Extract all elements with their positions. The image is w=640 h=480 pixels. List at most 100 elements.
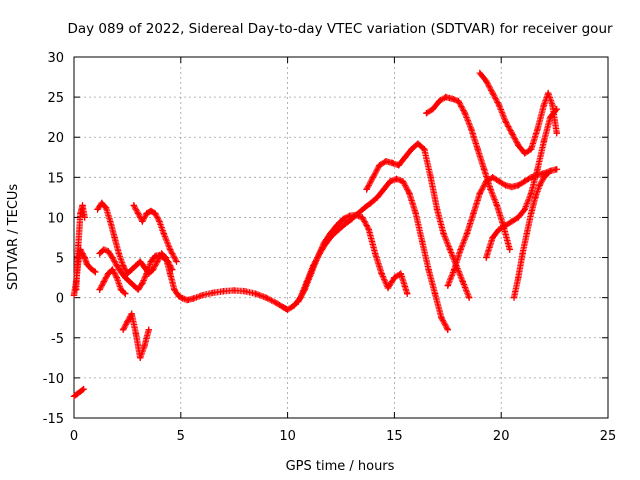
- data-point: [448, 95, 456, 102]
- data-point: [141, 342, 148, 349]
- data-point: [406, 190, 413, 197]
- data-point: [495, 101, 503, 109]
- data-point: [151, 210, 159, 217]
- data-point: [117, 268, 125, 276]
- data-point: [173, 258, 180, 265]
- data-point: [102, 204, 110, 212]
- data-point: [115, 250, 123, 257]
- data-point: [495, 178, 503, 185]
- data-point: [421, 146, 428, 153]
- data-point: [134, 286, 142, 293]
- data-point: [425, 266, 432, 273]
- data-point: [534, 126, 541, 133]
- chart-title: Day 089 of 2022, Sidereal Day-to-day VTE…: [67, 21, 613, 37]
- data-point: [457, 246, 464, 253]
- data-point: [284, 306, 291, 313]
- data-point: [124, 318, 131, 325]
- data-point: [544, 170, 552, 177]
- data-point: [307, 270, 315, 277]
- series-arc-h: [130, 202, 180, 265]
- data-point: [418, 238, 426, 245]
- data-point: [113, 274, 120, 281]
- data-point: [104, 247, 112, 255]
- data-point: [70, 292, 78, 299]
- data-point: [80, 385, 87, 393]
- data-point: [414, 140, 422, 147]
- y-tick-label: -10: [43, 372, 64, 387]
- y-tick-label: 10: [47, 211, 64, 226]
- data-point: [527, 146, 535, 153]
- data-point: [433, 206, 441, 213]
- series-arc-a: [70, 385, 87, 400]
- data-point: [169, 266, 176, 273]
- data-point: [399, 178, 407, 185]
- data-point: [389, 159, 396, 167]
- data-point: [521, 150, 528, 157]
- data-point: [100, 246, 108, 253]
- data-point: [495, 226, 503, 233]
- data-point: [483, 77, 490, 85]
- data-point: [160, 254, 167, 261]
- data-point: [376, 162, 383, 169]
- data-point: [446, 246, 454, 253]
- data-point: [429, 105, 437, 113]
- data-point: [263, 294, 270, 301]
- data-point: [374, 194, 381, 201]
- data-point: [143, 270, 150, 277]
- data-point: [444, 282, 451, 289]
- series-arc-d: [94, 175, 451, 333]
- data-point: [540, 101, 548, 109]
- data-point: [468, 126, 475, 133]
- x-tick-label: 10: [279, 429, 296, 444]
- data-marker-trail: [94, 175, 451, 333]
- data-point: [79, 202, 86, 209]
- data-point: [87, 265, 95, 272]
- plot-frame: [73, 56, 609, 419]
- data-point: [384, 284, 392, 292]
- x-tick-label: 20: [493, 429, 510, 444]
- data-point: [342, 220, 349, 228]
- data-point: [339, 215, 347, 223]
- data-point: [98, 199, 105, 207]
- data-point: [145, 326, 152, 333]
- data-point: [124, 270, 131, 277]
- data-point: [408, 146, 415, 153]
- data-point: [179, 295, 187, 302]
- data-point: [119, 262, 127, 269]
- data-point: [139, 280, 146, 287]
- data-point: [438, 314, 445, 321]
- data-point: [527, 210, 535, 217]
- data-point: [128, 310, 135, 317]
- data-point: [231, 287, 238, 294]
- data-point: [363, 186, 370, 193]
- data-point: [470, 210, 477, 217]
- data-point: [371, 250, 379, 257]
- data-point: [166, 270, 174, 277]
- data-point: [220, 288, 227, 295]
- data-point: [160, 230, 167, 237]
- data-point: [74, 390, 81, 398]
- data-point: [506, 246, 513, 253]
- data-point: [521, 206, 528, 213]
- data-point: [147, 258, 155, 265]
- data-point: [119, 326, 127, 333]
- y-tick-label: 30: [47, 51, 64, 66]
- data-point: [280, 304, 287, 311]
- data-point: [100, 278, 108, 285]
- data-point: [113, 262, 120, 269]
- x-tick-label: 25: [600, 429, 617, 444]
- data-point: [327, 230, 334, 237]
- data-point: [134, 210, 142, 217]
- series-arc-n: [483, 105, 560, 261]
- data-point: [489, 89, 496, 97]
- data-point: [107, 218, 114, 225]
- data-point: [83, 260, 91, 268]
- data-point: [461, 109, 469, 117]
- data-point: [527, 190, 535, 197]
- data-point: [412, 210, 419, 217]
- y-tick-label: -15: [43, 412, 64, 427]
- data-point: [483, 178, 490, 185]
- data-point: [137, 354, 144, 362]
- data-point: [94, 206, 101, 213]
- data-point: [547, 113, 554, 121]
